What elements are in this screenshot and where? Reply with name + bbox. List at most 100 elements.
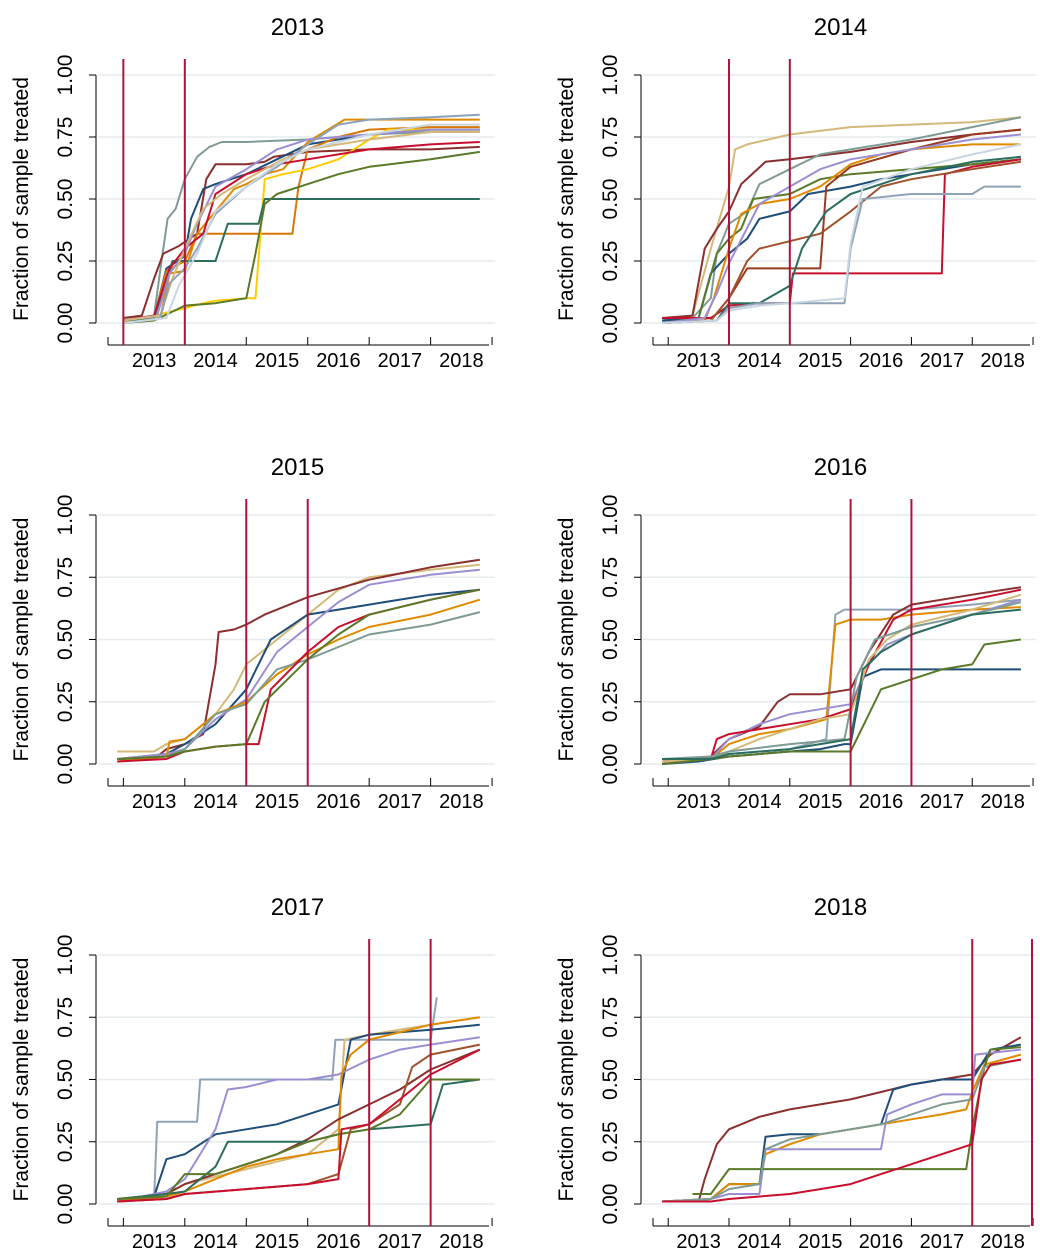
y-tick-label: 1.00 [599,55,622,96]
y-tick-label: 0.00 [599,1184,622,1225]
series-line-2 [117,588,480,760]
series-line-2 [662,116,1022,322]
x-tick-label: 2016 [316,350,361,372]
panel-title: 2015 [271,454,324,481]
series-line-0 [662,1036,1022,1203]
series-line-6 [662,1058,1022,1203]
panel-title: 2014 [814,14,867,41]
y-tick-label: 0.50 [54,1059,77,1100]
y-axis-label: Fraction of sample treated [10,77,33,321]
y-tick-label: 0.00 [599,744,622,785]
series-line-4 [117,598,481,763]
series-line-9 [117,1048,481,1203]
series-line-9 [662,155,1022,324]
series-line-8 [662,160,1022,324]
x-tick-label: 2013 [132,350,177,372]
series-line-8 [117,1043,480,1203]
x-tick-label: 2018 [980,350,1025,372]
series-line-6 [662,593,1022,763]
series-line-1 [117,558,480,760]
y-tick-label: 0.75 [54,557,77,598]
series-line-0 [117,997,438,1200]
series-line-8 [661,638,1022,765]
series-line-12 [662,143,1022,324]
series-line-4 [692,1046,1021,1195]
series-line-1 [123,145,480,319]
x-tick-label: 2014 [737,1231,782,1251]
x-tick-label: 2016 [859,791,904,813]
x-tick-label: 2017 [378,1231,423,1251]
x-tick-label: 2013 [132,1231,177,1251]
y-tick-label: 0.00 [54,744,77,785]
y-tick-label: 0.00 [54,1184,77,1225]
x-tick-label: 2014 [737,791,782,813]
x-tick-label: 2013 [132,791,177,813]
y-axis-label: Fraction of sample treated [10,958,33,1202]
series-line-7 [117,1078,480,1200]
series-line-5 [662,1058,1022,1203]
x-tick-label: 2016 [316,1231,361,1251]
x-tick-label: 2018 [439,791,484,813]
series-line-3 [117,1036,480,1203]
series-line-3 [662,1048,1022,1203]
panel-title: 2017 [271,894,324,921]
y-tick-label: 0.25 [599,241,622,282]
series-line-9 [662,608,1022,760]
y-tick-label: 0.75 [54,117,77,158]
y-axis-label: Fraction of sample treated [555,518,578,762]
panel-3: 2016 Fraction of sample treated 0.00 0.25 0.… [555,454,1036,813]
x-tick-label: 2016 [859,350,904,372]
y-tick-label: 0.00 [599,303,622,344]
series-line-0 [661,116,1022,322]
panel-0: 2013 Fraction of sample treated 0.00 0.25 0.… [10,14,495,372]
y-axis-label: Fraction of sample treated [555,77,578,321]
x-tick-label: 2016 [316,791,361,813]
y-tick-label: 0.50 [599,619,622,660]
y-tick-label: 0.25 [599,681,622,722]
y-axis-label: Fraction of sample treated [10,518,33,762]
series-line-7 [662,601,1022,760]
y-tick-label: 1.00 [54,935,77,976]
series-line-3 [117,568,480,760]
panel-title: 2013 [271,14,324,41]
series-line-3 [123,118,480,322]
y-tick-label: 0.50 [54,619,77,660]
series-line-2 [662,1053,1022,1203]
y-tick-label: 0.75 [54,997,77,1038]
series-line-10 [123,131,480,322]
series-line-12 [123,123,480,324]
series-line-1 [662,128,1022,319]
series-line-2 [117,1023,480,1203]
y-axis-label: Fraction of sample treated [555,958,578,1202]
series-line-3 [662,598,1022,763]
series-line-0 [117,563,480,753]
panel-4: 2017 Fraction of sample treated 0.00 0.25 0.… [10,894,495,1253]
x-tick-label: 2014 [193,1231,238,1251]
series-line-2 [661,586,1022,763]
panel-1: 2014 Fraction of sample treated 0.00 0.25 0.… [555,14,1036,372]
x-tick-label: 2017 [920,1231,965,1251]
y-tick-label: 1.00 [599,935,622,976]
x-tick-label: 2014 [193,791,238,813]
series-line-8 [123,141,480,322]
series-line-1 [662,1043,1022,1203]
series-line-6 [117,1078,480,1200]
x-tick-label: 2013 [676,1231,721,1251]
x-tick-label: 2018 [439,350,484,372]
x-tick-label: 2016 [859,1231,904,1251]
series-line-5 [123,128,480,324]
series-line-5 [117,611,481,760]
y-tick-label: 0.50 [599,1059,622,1100]
y-tick-label: 0.50 [54,179,77,220]
x-tick-label: 2017 [378,791,423,813]
x-tick-label: 2017 [920,791,965,813]
panel-title: 2018 [814,894,867,921]
series-line-1 [662,606,1021,763]
y-tick-label: 1.00 [54,55,77,96]
x-tick-label: 2017 [920,350,965,372]
x-tick-label: 2018 [980,791,1025,813]
y-tick-label: 1.00 [54,495,77,536]
y-tick-label: 0.25 [54,1121,77,1162]
x-tick-label: 2014 [193,350,238,372]
